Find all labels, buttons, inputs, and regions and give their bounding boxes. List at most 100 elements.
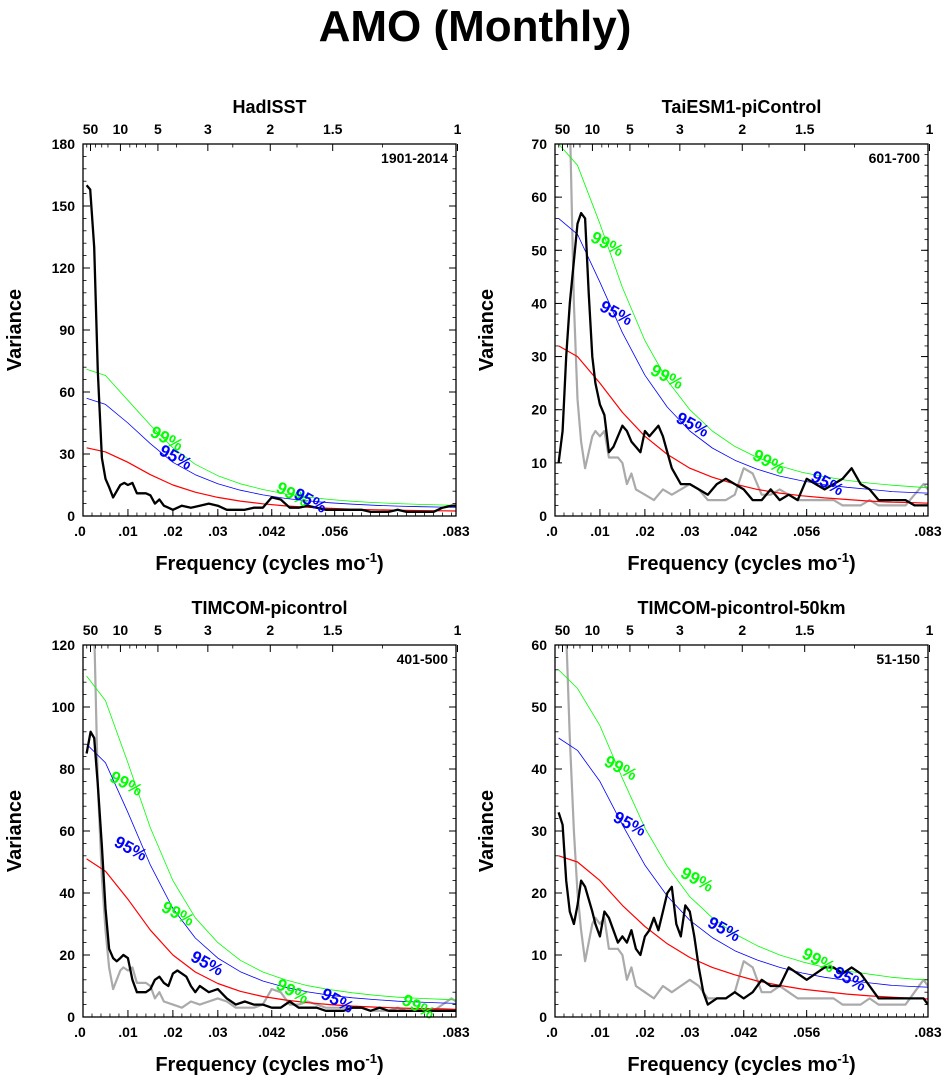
top-tick-label: 50 <box>555 622 571 638</box>
x-tick-label: .083 <box>442 1024 469 1040</box>
series-99pct-line <box>86 368 456 506</box>
x-tick-label: .03 <box>680 523 700 539</box>
x-tick-label: .02 <box>635 1024 655 1040</box>
y-tick-label: 20 <box>531 885 547 901</box>
x-axis-label-sup: -1 <box>837 1051 849 1066</box>
top-tick-label: 1.5 <box>795 622 815 638</box>
x-tick-label: .01 <box>118 523 138 539</box>
figure-title: AMO (Monthly) <box>318 2 632 51</box>
y-tick-label: 90 <box>59 322 75 338</box>
series-red-noise-line <box>86 858 456 1010</box>
x-tick-label: .02 <box>163 523 183 539</box>
x-axis-label-close: ) <box>377 553 384 575</box>
x-axis-label-close: ) <box>849 1054 856 1076</box>
plot-area <box>85 645 456 1012</box>
y-axis-label: Variance <box>4 289 26 371</box>
top-tick-label: 5 <box>154 121 162 137</box>
series-95pct-line <box>86 743 456 1004</box>
y-tick-label: 120 <box>52 637 76 653</box>
series-spectrum-line <box>85 184 456 514</box>
top-tick-label: 50 <box>83 622 99 638</box>
top-tick-label: 3 <box>676 622 684 638</box>
x-axis-label: Frequency (cycles mo-1) <box>155 1051 383 1076</box>
period-label: 51-150 <box>876 651 920 667</box>
y-tick-label: 0 <box>67 508 75 524</box>
plot-area <box>557 144 928 507</box>
series-spectrum-line <box>557 812 928 1006</box>
x-tick-label: .01 <box>590 1024 610 1040</box>
x-axis-label-main: Frequency (cycles mo <box>627 1054 837 1076</box>
y-tick-label: 10 <box>531 947 547 963</box>
x-tick-label: .083 <box>442 523 469 539</box>
x-axis-label-main: Frequency (cycles mo <box>155 1054 365 1076</box>
x-tick-label: .056 <box>321 523 348 539</box>
confidence-label: 99% <box>158 897 197 930</box>
confidence-label: 95% <box>808 467 847 500</box>
x-axis-label-close: ) <box>849 553 856 575</box>
x-tick-label: .0 <box>74 523 86 539</box>
y-tick-label: 40 <box>531 295 547 311</box>
panel-taiesm1-picontrol: 99% 95% 99% 95% 99% 95% 0 10 20 30 40 50 60 70 .0 .01 .0… <box>476 97 942 575</box>
y-tick-label: 0 <box>539 1009 547 1025</box>
series-95pct-line <box>558 218 928 494</box>
y-tick-label: 120 <box>52 260 76 276</box>
panel-hadisst: 99%95%99%95%0306090120150180.0.01.02.03.… <box>4 97 470 575</box>
x-axis-label-sup: -1 <box>365 550 377 565</box>
x-tick-label: .042 <box>258 523 285 539</box>
y-tick-label: 70 <box>531 136 547 152</box>
series-reference-line <box>569 144 928 507</box>
y-tick-label: 100 <box>52 699 76 715</box>
x-tick-label: .02 <box>635 523 655 539</box>
y-axis-label: Variance <box>4 790 26 872</box>
x-tick-label: .056 <box>321 1024 348 1040</box>
top-tick-label: 10 <box>585 121 601 137</box>
x-axis-label: Frequency (cycles mo-1) <box>155 550 383 575</box>
confidence-label: 99% <box>601 752 640 785</box>
confidence-label: 99% <box>678 863 717 896</box>
confidence-label: 99% <box>107 767 146 800</box>
top-tick-label: 50 <box>83 121 99 137</box>
x-tick-label: .0 <box>74 1024 86 1040</box>
series-red-noise-line <box>558 345 928 504</box>
top-tick-label: 1 <box>454 121 462 137</box>
y-tick-label: 150 <box>52 198 76 214</box>
x-tick-label: .0 <box>546 523 558 539</box>
x-tick-label: .03 <box>208 523 228 539</box>
top-tick-label: 2 <box>266 121 274 137</box>
panel-timcom-picontrol-50km: 99%95%99%95%99%95%0102030405060.0.01.02.… <box>476 598 942 1076</box>
x-axis-label: Frequency (cycles mo-1) <box>627 1051 855 1076</box>
series-spectrum-line <box>557 211 928 507</box>
plot-frame <box>82 644 457 1018</box>
top-tick-label: 3 <box>676 121 684 137</box>
x-tick-label: .083 <box>914 523 941 539</box>
top-tick-label: 1 <box>926 622 934 638</box>
series-reference-line <box>93 645 456 1012</box>
confidence-label: 95% <box>291 484 330 517</box>
confidence-label: 99% <box>399 990 438 1023</box>
panel-title: TIMCOM-picontrol <box>192 598 348 618</box>
plot-area <box>557 645 928 1006</box>
confidence-label: 95% <box>111 832 150 865</box>
plot-frame <box>554 143 929 517</box>
y-tick-label: 20 <box>59 947 75 963</box>
plot-area <box>85 184 456 514</box>
x-axis-label-main: Frequency (cycles mo <box>155 553 365 575</box>
panel-title: HadISST <box>232 97 306 117</box>
y-tick-label: 30 <box>59 446 75 462</box>
top-tick-label: 1.5 <box>795 121 815 137</box>
y-tick-label: 0 <box>67 1009 75 1025</box>
period-label: 401-500 <box>397 651 449 667</box>
y-axis-label: Variance <box>476 790 498 872</box>
confidence-label: 95% <box>673 408 712 441</box>
y-tick-label: 50 <box>531 242 547 258</box>
series-reference-line <box>565 645 928 1006</box>
top-tick-label: 3 <box>204 121 212 137</box>
y-tick-label: 50 <box>531 699 547 715</box>
top-tick-label: 50 <box>555 121 571 137</box>
top-tick-label: 5 <box>626 622 634 638</box>
top-tick-label: 3 <box>204 622 212 638</box>
y-tick-label: 30 <box>531 823 547 839</box>
confidence-label: 95% <box>188 947 227 980</box>
confidence-label: 95% <box>610 808 649 841</box>
